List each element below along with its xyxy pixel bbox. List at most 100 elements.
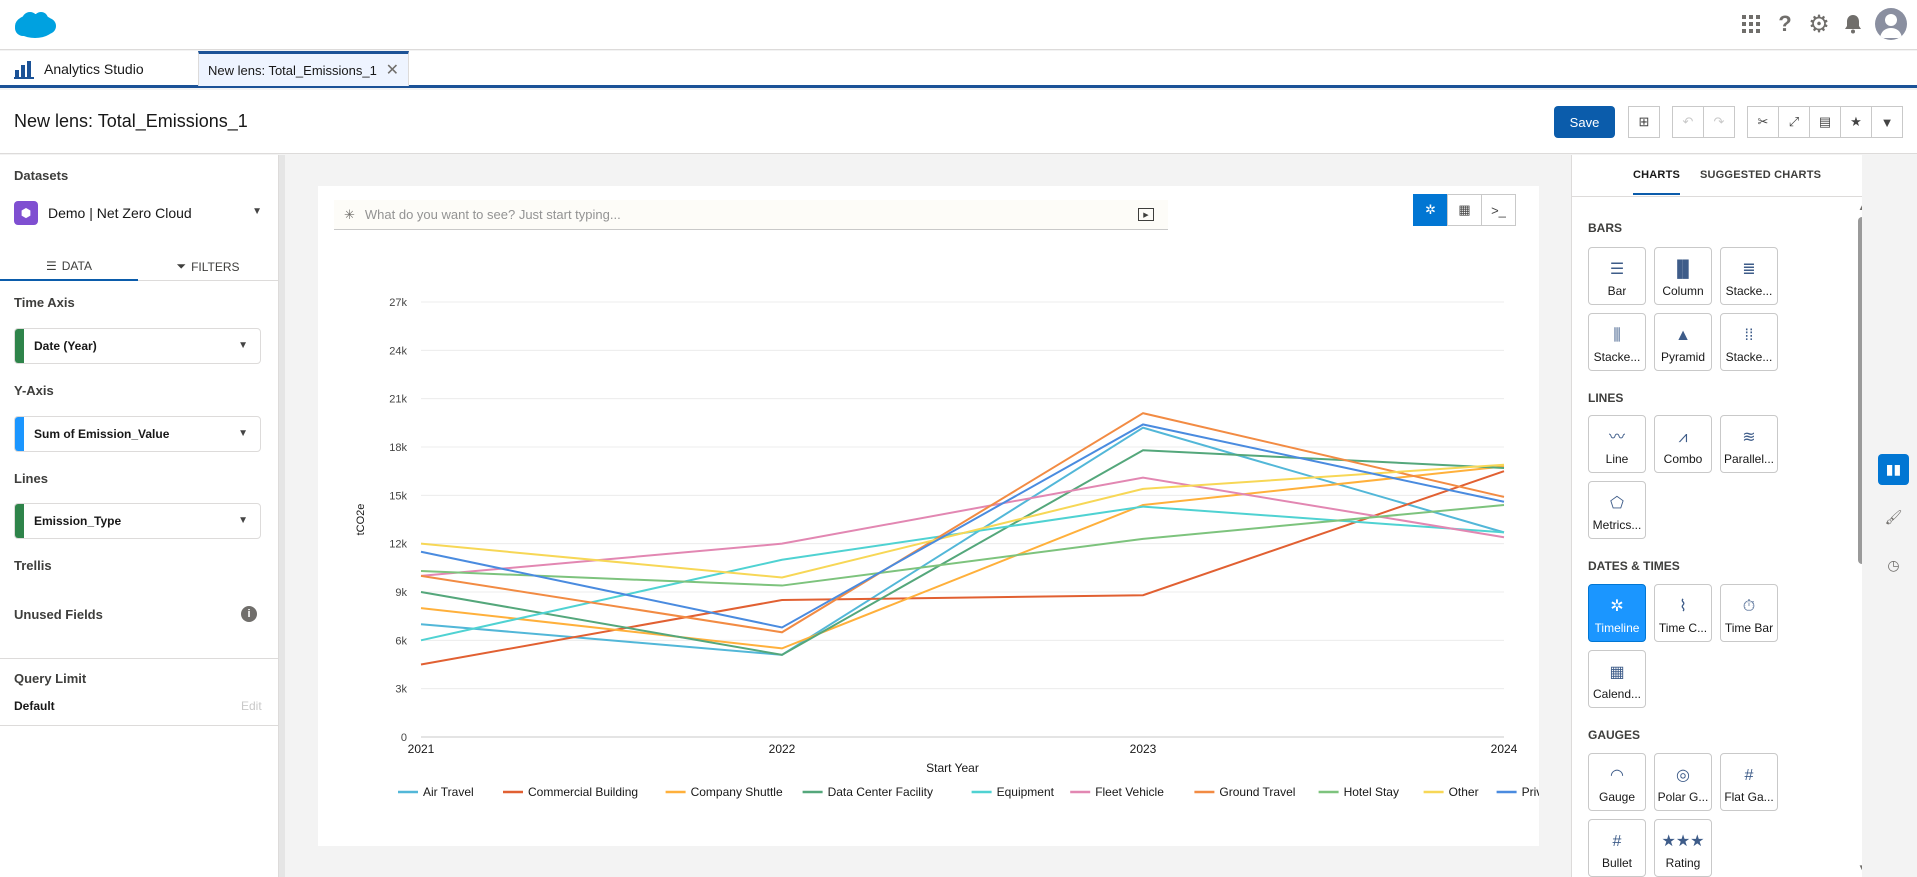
more-actions-chevron-icon[interactable]: ▼ xyxy=(1871,106,1903,138)
y-tick-label: 3k xyxy=(395,684,407,696)
legend-item[interactable]: Data Center Facility xyxy=(828,785,933,799)
global-header: ? ⚙ xyxy=(0,0,1917,50)
chart-type-time-bar[interactable]: ⏱ Time Bar xyxy=(1720,584,1778,642)
legend-item[interactable]: Air Travel xyxy=(423,785,474,799)
share-icon[interactable]: ▤ xyxy=(1809,106,1841,138)
search-input[interactable]: ✳ What do you want to see? Just start ty… xyxy=(334,200,1168,230)
legend-item[interactable]: Fleet Vehicle xyxy=(1095,785,1164,799)
chart-picker-panel: CHARTS SUGGESTED CHARTS BARS LINES DATES… xyxy=(1571,155,1866,877)
app-nav[interactable]: Analytics Studio xyxy=(14,59,144,79)
chart-type-bullet[interactable]: # Bullet xyxy=(1588,819,1646,877)
chart-type-timeline[interactable]: ✲ Timeline xyxy=(1588,584,1646,642)
info-icon[interactable]: i xyxy=(241,606,257,622)
chart-type-line[interactable]: 〰 Line xyxy=(1588,415,1646,473)
app-launcher-icon[interactable] xyxy=(1739,12,1763,36)
table-mode-icon[interactable]: ▦ xyxy=(1447,194,1482,226)
legend-item[interactable]: Other xyxy=(1449,785,1479,799)
history-icon[interactable]: ◷ xyxy=(1887,557,1900,573)
bell-icon[interactable] xyxy=(1841,12,1865,36)
chart-type-label: Time Bar xyxy=(1724,621,1774,635)
lines-label: Lines xyxy=(14,471,48,486)
charts-panel-icon[interactable]: ▮▮ xyxy=(1878,454,1909,485)
chart-type-flat-gauge[interactable]: # Flat Ga... xyxy=(1720,753,1778,811)
panel-resizer[interactable] xyxy=(279,155,285,877)
edit-link[interactable]: Edit xyxy=(241,699,262,713)
bar-chart-icon: ☰ xyxy=(1609,261,1625,278)
gear-icon[interactable]: ⚙ xyxy=(1808,10,1830,38)
time-axis-label: Time Axis xyxy=(14,295,75,310)
legend-item[interactable]: Hotel Stay xyxy=(1344,785,1399,799)
stacked-column-icon: ⫼ xyxy=(1613,327,1621,344)
series-line[interactable] xyxy=(420,465,1505,650)
save-button[interactable]: Save xyxy=(1554,106,1615,138)
legend-item[interactable]: Equipment xyxy=(997,785,1055,799)
chart-type-gauge[interactable]: ◠ Gauge xyxy=(1588,753,1646,811)
series-line[interactable] xyxy=(420,449,1505,656)
chart-type-stacked-percent[interactable]: ⁞⁞ Stacke... xyxy=(1720,313,1778,371)
yaxis-label: Y-Axis xyxy=(14,383,54,398)
scroll-down-icon[interactable]: ▼ xyxy=(1858,863,1866,872)
field-type-indicator xyxy=(15,329,24,363)
avatar[interactable] xyxy=(1875,8,1907,40)
yaxis-field[interactable]: Sum of Emission_Value ▼ xyxy=(14,416,261,452)
legend-item[interactable]: Ground Travel xyxy=(1219,785,1295,799)
help-icon[interactable]: ? xyxy=(1778,11,1792,36)
chart-type-stacked-bar[interactable]: ≣ Stacke... xyxy=(1720,247,1778,305)
chart-type-bar[interactable]: ☰ Bar xyxy=(1588,247,1646,305)
undo-icon[interactable]: ↶ xyxy=(1672,106,1704,138)
chart-type-calendar[interactable]: ▦ Calend... xyxy=(1588,650,1646,708)
chevron-down-icon[interactable]: ▼ xyxy=(238,340,248,351)
legend-item[interactable]: Private Jet xyxy=(1522,785,1539,799)
star-icon[interactable]: ★ xyxy=(1840,106,1872,138)
query-limit-value: Default xyxy=(14,699,55,713)
fullscreen-icon[interactable]: ⤢ xyxy=(1778,106,1810,138)
chart-type-stacked-column[interactable]: ⫼ Stacke... xyxy=(1588,313,1646,371)
legend-item[interactable]: Commercial Building xyxy=(528,785,638,799)
yaxis-field-label: Sum of Emission_Value xyxy=(34,427,170,441)
chart-type-time-compare[interactable]: ⌇ Time C... xyxy=(1654,584,1712,642)
x-tick-label: 2021 xyxy=(408,742,435,756)
chevron-down-icon[interactable]: ▼ xyxy=(252,206,262,217)
chart-type-metrics[interactable]: ⬠ Metrics... xyxy=(1588,481,1646,539)
tab-data[interactable]: ☰ DATA xyxy=(0,252,138,281)
chart-type-label: Bar xyxy=(1607,284,1627,298)
lines-field[interactable]: Emission_Type ▼ xyxy=(14,503,261,539)
chart-type-parallel[interactable]: ≋ Parallel... xyxy=(1720,415,1778,473)
dataset-icon: ⬢ xyxy=(14,201,38,225)
series-line[interactable] xyxy=(420,412,1505,634)
time-axis-field[interactable]: Date (Year) ▼ xyxy=(14,328,261,364)
tab-charts[interactable]: CHARTS xyxy=(1633,169,1681,195)
tab-filters[interactable]: ⏷ FILTERS xyxy=(139,252,277,281)
close-icon[interactable]: ✕ xyxy=(385,62,399,79)
chart-type-label: Timeline xyxy=(1594,621,1640,635)
chevron-down-icon[interactable]: ▼ xyxy=(238,428,248,439)
play-icon[interactable]: ▶ xyxy=(1138,208,1154,221)
dataset-selector[interactable]: ⬢ Demo | Net Zero Cloud ▼ xyxy=(14,200,264,226)
workspace-tab-bar: Analytics Studio New lens: Total_Emissio… xyxy=(0,51,1917,88)
chart-mode-icon[interactable]: ✲ xyxy=(1413,194,1448,226)
legend-item[interactable]: Company Shuttle xyxy=(691,785,783,799)
series-line[interactable] xyxy=(420,504,1505,587)
salesforce-logo-icon[interactable] xyxy=(14,11,56,41)
chart-type-combo[interactable]: ⩘ Combo xyxy=(1654,415,1712,473)
section-lines: LINES xyxy=(1588,391,1624,405)
chevron-down-icon[interactable]: ▼ xyxy=(238,515,248,526)
format-paintbrush-icon[interactable]: 🖌 xyxy=(1884,509,1903,525)
redo-icon[interactable]: ↷ xyxy=(1703,106,1735,138)
x-tick-label: 2023 xyxy=(1130,742,1157,756)
series-line[interactable] xyxy=(420,463,1505,579)
chart-type-column[interactable]: ▐▌ Column xyxy=(1654,247,1712,305)
explore-icon[interactable]: ⊞ xyxy=(1628,106,1660,138)
chart-type-pyramid[interactable]: ▲ Pyramid xyxy=(1654,313,1712,371)
saql-mode-icon[interactable]: >_ xyxy=(1481,194,1516,226)
tab-suggested-charts[interactable]: SUGGESTED CHARTS xyxy=(1700,169,1822,181)
x-axis-title: Start Year xyxy=(926,761,979,775)
chart-type-rating[interactable]: ★★★ Rating xyxy=(1654,819,1712,877)
series-line[interactable] xyxy=(420,423,1505,629)
clip-icon[interactable]: ✂ xyxy=(1747,106,1779,138)
series-line[interactable] xyxy=(420,426,1505,656)
scroll-up-icon[interactable]: ▲ xyxy=(1858,203,1866,212)
tab-new-lens[interactable]: New lens: Total_Emissions_1 ✕ xyxy=(198,51,409,86)
chart-type-polar-gauge[interactable]: ◎ Polar G... xyxy=(1654,753,1712,811)
series-line[interactable] xyxy=(420,470,1505,666)
